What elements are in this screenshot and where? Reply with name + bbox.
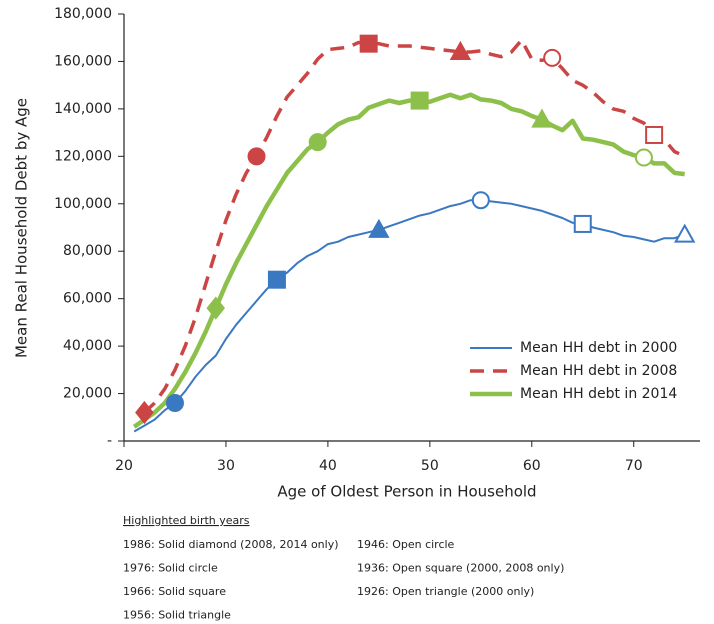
marker [165,394,184,413]
note-item: 1936: Open square (2000, 2008 only) [357,562,564,575]
y-tick-label: 100,000 [54,196,112,212]
note-item: 1976: Solid circle [123,562,218,575]
series-line [143,38,686,414]
x-tick-label: 30 [217,458,235,474]
marker [267,270,286,289]
marker [206,296,226,320]
marker [673,223,696,243]
y-tick-label: 140,000 [54,101,112,117]
note-item: 1966: Solid square [123,585,226,598]
marker [247,147,266,166]
marker [573,214,592,233]
marker [359,34,378,53]
x-tick-label: 60 [523,458,541,474]
note-item: 1986: Solid diamond (2008, 2014 only) [123,538,339,551]
marker [135,400,154,425]
marker [531,108,553,128]
y-tick-label: 80,000 [63,243,112,259]
x-tick-label: 40 [319,458,337,474]
notes-title: Highlighted birth years [123,514,250,527]
x-axis-label: Age of Oldest Person in Household [277,483,536,501]
marker [308,133,327,152]
y-tick-label: - [107,433,112,449]
marker [449,40,472,60]
legend-label: Mean HH debt in 2014 [520,386,677,402]
y-tick-label: 60,000 [63,291,112,307]
legend-label: Mean HH debt in 2000 [520,340,677,356]
y-tick-label: 160,000 [54,53,112,69]
note-item: 1956: Solid triangle [123,609,231,622]
marker [368,218,390,238]
series-line [133,199,686,433]
x-tick-label: 70 [625,458,643,474]
marker [645,125,664,144]
y-tick-label: 180,000 [54,6,112,22]
marker [410,91,429,110]
y-tick-label: 40,000 [63,338,112,354]
y-tick-label: 20,000 [63,386,112,402]
y-tick-label: 120,000 [54,148,112,164]
marker [543,48,562,67]
note-item: 1926: Open triangle (2000 only) [357,585,534,598]
marker [634,148,653,167]
series-line [132,92,685,429]
x-tick-label: 20 [115,458,133,474]
y-axis-label: Mean Real Household Debt by Age [13,98,31,358]
legend-label: Mean HH debt in 2008 [520,363,677,379]
marker [471,191,490,210]
note-item: 1946: Open circle [357,538,455,551]
x-tick-label: 50 [421,458,439,474]
